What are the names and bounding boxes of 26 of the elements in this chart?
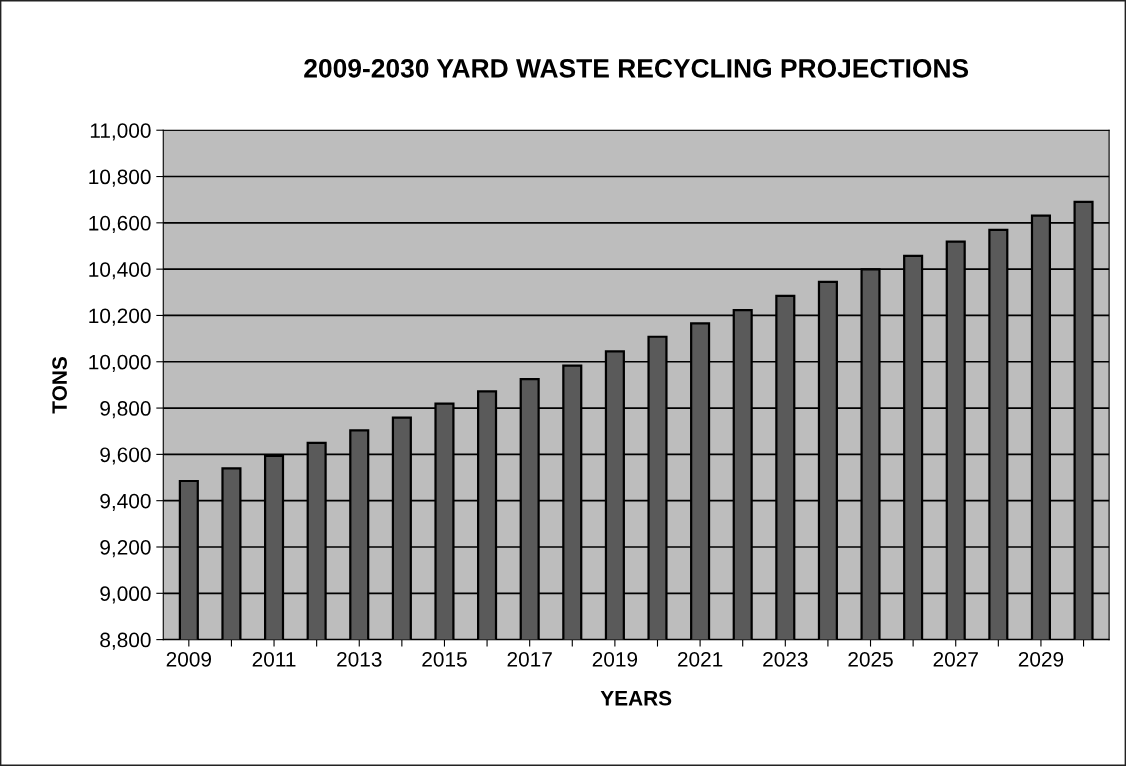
y-tick-label: 9,200 xyxy=(100,539,151,558)
x-axis-title: YEARS xyxy=(600,690,672,706)
y-tick-label: 9,800 xyxy=(100,401,151,419)
x-tick-label: 2019 xyxy=(592,651,638,667)
x-tick-label: 2021 xyxy=(677,651,723,667)
y-axis-title: TONS xyxy=(52,356,67,414)
x-tick-label: 2013 xyxy=(337,651,382,667)
x-tick-label: 2017 xyxy=(507,651,552,667)
chart-title: 2009-2030 YARD WASTE RECYCLING PROJECTIONS xyxy=(304,59,969,78)
x-tick-label: 2025 xyxy=(848,651,893,667)
y-tick-label: 10,600 xyxy=(89,215,151,234)
y-tick-label: 11,000 xyxy=(90,123,151,141)
x-tick-label: 2009 xyxy=(166,651,212,667)
y-tick-label: 10,200 xyxy=(89,308,151,326)
x-tick-label: 2023 xyxy=(763,651,808,667)
y-tick-label: 9,600 xyxy=(100,447,151,465)
y-tick-label: 10,400 xyxy=(89,262,151,280)
x-tick-label: 2029 xyxy=(1018,651,1064,667)
x-tick-label: 2015 xyxy=(422,651,467,667)
y-tick-label: 9,400 xyxy=(100,493,151,511)
x-tick-label: 2011 xyxy=(252,651,296,667)
y-tick-label: 9,000 xyxy=(100,586,151,604)
y-tick-label: 8,800 xyxy=(100,632,151,650)
y-tick-label: 10,000 xyxy=(89,354,151,372)
x-tick-label: 2027 xyxy=(933,651,978,667)
y-tick-label: 10,800 xyxy=(89,169,151,187)
